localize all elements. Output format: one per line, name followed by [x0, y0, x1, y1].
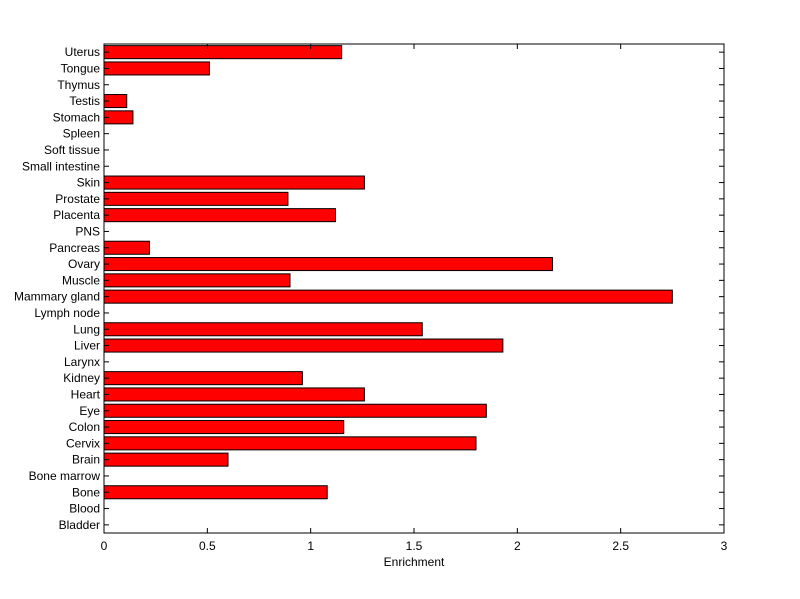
- y-tick-label: Larynx: [64, 355, 100, 369]
- y-tick-label: Cervix: [66, 436, 100, 450]
- bars-group: [103, 45, 673, 500]
- y-tick-label: Spleen: [63, 127, 100, 141]
- x-tick-label: 0: [101, 539, 108, 553]
- y-tick-label: Bladder: [59, 518, 100, 532]
- y-tick-label: Skin: [77, 176, 100, 190]
- x-axis-ticks: 0 0.5 1 1.5 2 2.5 3: [101, 44, 728, 553]
- bar-eye: [103, 403, 487, 418]
- x-tick-label: 2: [514, 539, 521, 553]
- bar-bone: [103, 485, 328, 500]
- bar-tongue: [103, 61, 210, 76]
- y-tick-label: Kidney: [63, 371, 100, 385]
- y-tick-label: PNS: [75, 224, 100, 238]
- y-tick-label: Bone marrow: [29, 469, 101, 483]
- y-tick-label: Placenta: [53, 208, 100, 222]
- y-tick-label: Uterus: [65, 45, 100, 59]
- bar-brain: [103, 452, 229, 467]
- y-tick-label: Ovary: [68, 257, 100, 271]
- y-tick-label: Small intestine: [22, 159, 100, 173]
- plot-frame: [103, 43, 725, 534]
- x-tick-label: 1.5: [406, 539, 423, 553]
- y-axis-ticks: Bladder Blood Bone Bone marrow Brain Cervix Co…: [14, 45, 724, 532]
- y-tick-label: Tongue: [61, 61, 101, 75]
- y-tick-label: Blood: [69, 502, 100, 516]
- y-tick-label: Muscle: [62, 273, 100, 287]
- y-tick-label: Brain: [72, 453, 100, 467]
- x-axis-label: Enrichment: [384, 555, 445, 569]
- y-tick-label: Colon: [69, 420, 100, 434]
- y-tick-label: Pancreas: [49, 241, 100, 255]
- bar-uterus: [103, 45, 343, 60]
- bar-skin: [103, 175, 365, 190]
- y-tick-label: Eye: [79, 404, 100, 418]
- x-tick-label: 3: [721, 539, 728, 553]
- y-tick-label: Lung: [73, 322, 100, 336]
- bar-muscle: [103, 273, 291, 288]
- bar-heart: [103, 387, 365, 402]
- y-tick-label: Testis: [69, 94, 100, 108]
- x-tick-label: 0.5: [199, 539, 216, 553]
- y-tick-label: Heart: [71, 387, 101, 401]
- y-tick-label: Mammary gland: [14, 290, 100, 304]
- bar-mammary-gland: [103, 289, 673, 304]
- bar-kidney: [103, 371, 303, 386]
- bar-cervix: [103, 436, 477, 451]
- x-tick-label: 1: [307, 539, 314, 553]
- y-tick-label: Lymph node: [34, 306, 100, 320]
- y-tick-label: Prostate: [55, 192, 100, 206]
- bar-ovary: [103, 257, 553, 272]
- y-tick-label: Liver: [74, 339, 100, 353]
- bar-pancreas: [103, 240, 150, 255]
- y-tick-label: Thymus: [57, 78, 100, 92]
- y-tick-label: Bone: [72, 485, 100, 499]
- y-tick-label: Stomach: [53, 110, 100, 124]
- bar-liver: [103, 338, 504, 353]
- bar-lung: [103, 322, 423, 337]
- bar-prostate: [103, 191, 289, 206]
- y-tick-label: Soft tissue: [44, 143, 100, 157]
- x-tick-label: 2.5: [612, 539, 629, 553]
- bar-colon: [103, 420, 345, 435]
- bar-placenta: [103, 208, 336, 223]
